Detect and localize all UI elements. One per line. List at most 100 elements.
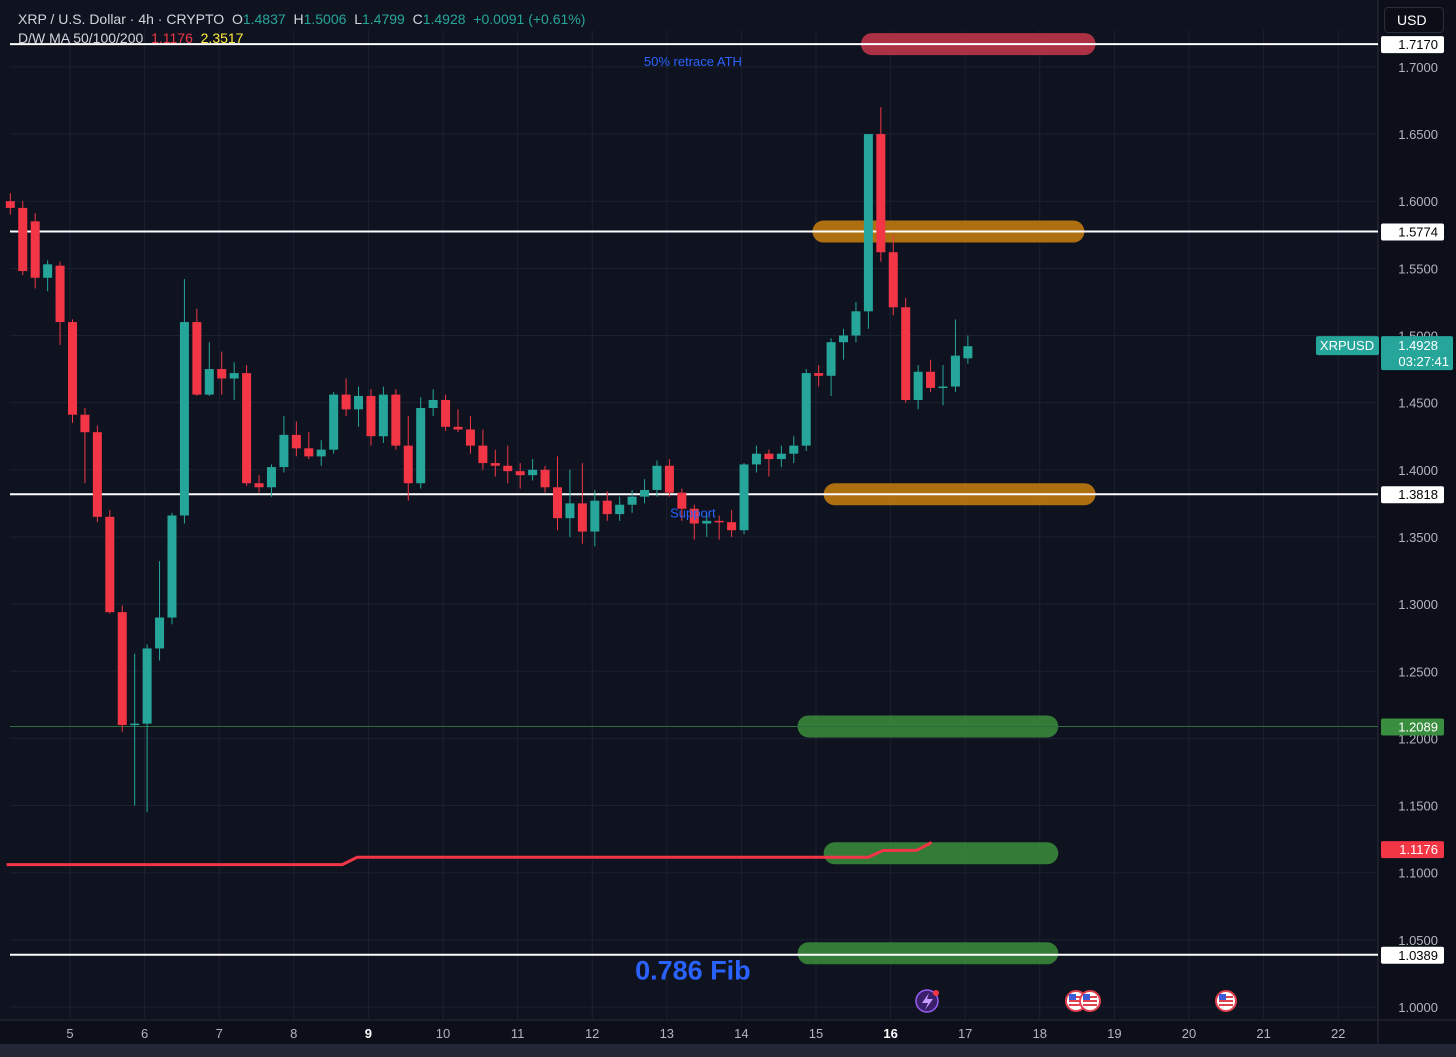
candle-body[interactable] bbox=[266, 467, 276, 488]
candle-body[interactable] bbox=[515, 471, 525, 476]
candle-body[interactable] bbox=[416, 408, 426, 484]
candle-body[interactable] bbox=[391, 394, 401, 446]
candle-body[interactable] bbox=[453, 426, 463, 430]
candle-body[interactable] bbox=[963, 346, 973, 359]
candle-body[interactable] bbox=[776, 453, 786, 460]
candle-body[interactable] bbox=[329, 394, 339, 450]
flag-canton bbox=[1069, 994, 1076, 1000]
candle-body[interactable] bbox=[217, 369, 227, 379]
candle-body[interactable] bbox=[863, 134, 873, 312]
candle-body[interactable] bbox=[727, 522, 737, 531]
price-axis-pane[interactable] bbox=[1378, 0, 1456, 1057]
candle-body[interactable] bbox=[552, 487, 562, 519]
candle-body[interactable] bbox=[702, 520, 712, 524]
candle-body[interactable] bbox=[465, 429, 475, 446]
candle-body[interactable] bbox=[242, 373, 252, 484]
candle-body[interactable] bbox=[677, 492, 687, 509]
candle-body[interactable] bbox=[155, 617, 165, 649]
candle-body[interactable] bbox=[814, 373, 824, 376]
candle-body[interactable] bbox=[341, 394, 351, 410]
level-label-bg bbox=[1381, 486, 1444, 504]
annotation-50-retrace-ath: 50% retrace ATH bbox=[644, 54, 742, 69]
candle-body[interactable] bbox=[901, 307, 911, 400]
candle-body[interactable] bbox=[640, 489, 650, 497]
candle-body[interactable] bbox=[851, 311, 861, 336]
candle-body[interactable] bbox=[839, 335, 849, 343]
ma-indicator-label[interactable]: D/W MA 50/100/200 bbox=[18, 30, 144, 46]
candle-body[interactable] bbox=[55, 265, 65, 323]
candle-body[interactable] bbox=[428, 399, 438, 409]
candle-body[interactable] bbox=[105, 516, 115, 613]
candle-body[interactable] bbox=[192, 322, 202, 395]
x-tick-label: 20 bbox=[1182, 1026, 1196, 1041]
candle-body[interactable] bbox=[403, 445, 413, 484]
candle-body[interactable] bbox=[142, 648, 152, 724]
annotation-support: Support bbox=[670, 505, 716, 520]
candle-body[interactable] bbox=[826, 342, 836, 376]
candle-body[interactable] bbox=[366, 395, 376, 437]
bolt-icon bbox=[922, 993, 933, 1010]
ma-line[interactable] bbox=[6, 841, 933, 867]
candle-body[interactable] bbox=[652, 465, 662, 490]
y-tick-label: 1.7000 bbox=[1398, 60, 1438, 75]
candle-body[interactable] bbox=[378, 394, 388, 437]
candle-body[interactable] bbox=[938, 386, 948, 389]
candle-body[interactable] bbox=[478, 445, 488, 464]
candle-body[interactable] bbox=[254, 483, 264, 488]
candle-body[interactable] bbox=[689, 508, 699, 524]
candle-body[interactable] bbox=[627, 496, 637, 505]
candle-body[interactable] bbox=[179, 322, 189, 516]
candle-body[interactable] bbox=[130, 723, 140, 726]
candle-body[interactable] bbox=[926, 371, 936, 388]
x-tick-label: 21 bbox=[1256, 1026, 1270, 1041]
candle-body[interactable] bbox=[291, 434, 301, 449]
candle-body[interactable] bbox=[764, 453, 774, 460]
symbol-tag-bg[interactable] bbox=[1316, 336, 1379, 356]
y-tick-label: 1.6000 bbox=[1398, 194, 1438, 209]
x-tick-label: 9 bbox=[365, 1026, 372, 1041]
candle-body[interactable] bbox=[540, 469, 550, 488]
symbol-title[interactable]: XRP / U.S. Dollar · 4h · CRYPTO bbox=[18, 11, 225, 27]
candle-body[interactable] bbox=[751, 453, 761, 465]
candle-body[interactable] bbox=[92, 432, 102, 517]
candle-body[interactable] bbox=[117, 612, 127, 725]
high-value: 1.5006 bbox=[303, 11, 347, 27]
candle-body[interactable] bbox=[789, 445, 799, 454]
candle-body[interactable] bbox=[577, 503, 587, 532]
candle-body[interactable] bbox=[441, 399, 451, 427]
low-value: 1.4799 bbox=[361, 11, 405, 27]
candle-body[interactable] bbox=[876, 134, 886, 253]
candle-body[interactable] bbox=[739, 464, 749, 531]
candle-body[interactable] bbox=[67, 322, 77, 415]
candle-body[interactable] bbox=[354, 395, 364, 410]
candle-body[interactable] bbox=[316, 449, 326, 457]
candle-body[interactable] bbox=[5, 201, 15, 208]
candle-body[interactable] bbox=[43, 264, 53, 278]
candle-body[interactable] bbox=[528, 469, 538, 476]
y-tick-label: 1.3500 bbox=[1398, 530, 1438, 545]
candle-body[interactable] bbox=[565, 503, 575, 519]
currency-button[interactable]: USD bbox=[1384, 7, 1444, 33]
candle-body[interactable] bbox=[714, 520, 724, 523]
candle-body[interactable] bbox=[801, 373, 811, 446]
candle-body[interactable] bbox=[80, 414, 90, 433]
candle-body[interactable] bbox=[664, 465, 674, 493]
candle-body[interactable] bbox=[913, 371, 923, 400]
candle-body[interactable] bbox=[602, 500, 612, 515]
candle-body[interactable] bbox=[490, 463, 500, 466]
candle-body[interactable] bbox=[167, 515, 177, 618]
open-label: O bbox=[231, 11, 243, 27]
candle-body[interactable] bbox=[204, 369, 214, 395]
candle-body[interactable] bbox=[279, 434, 289, 468]
candle-body[interactable] bbox=[590, 500, 600, 532]
candle-body[interactable] bbox=[229, 373, 239, 379]
close-label: C bbox=[412, 11, 423, 27]
candle-body[interactable] bbox=[888, 252, 898, 308]
candle-body[interactable] bbox=[950, 355, 960, 387]
candle-body[interactable] bbox=[18, 207, 28, 272]
candle-body[interactable] bbox=[30, 221, 40, 278]
candle-body[interactable] bbox=[615, 504, 625, 515]
candle-body[interactable] bbox=[503, 465, 513, 472]
candle-body[interactable] bbox=[304, 448, 314, 457]
